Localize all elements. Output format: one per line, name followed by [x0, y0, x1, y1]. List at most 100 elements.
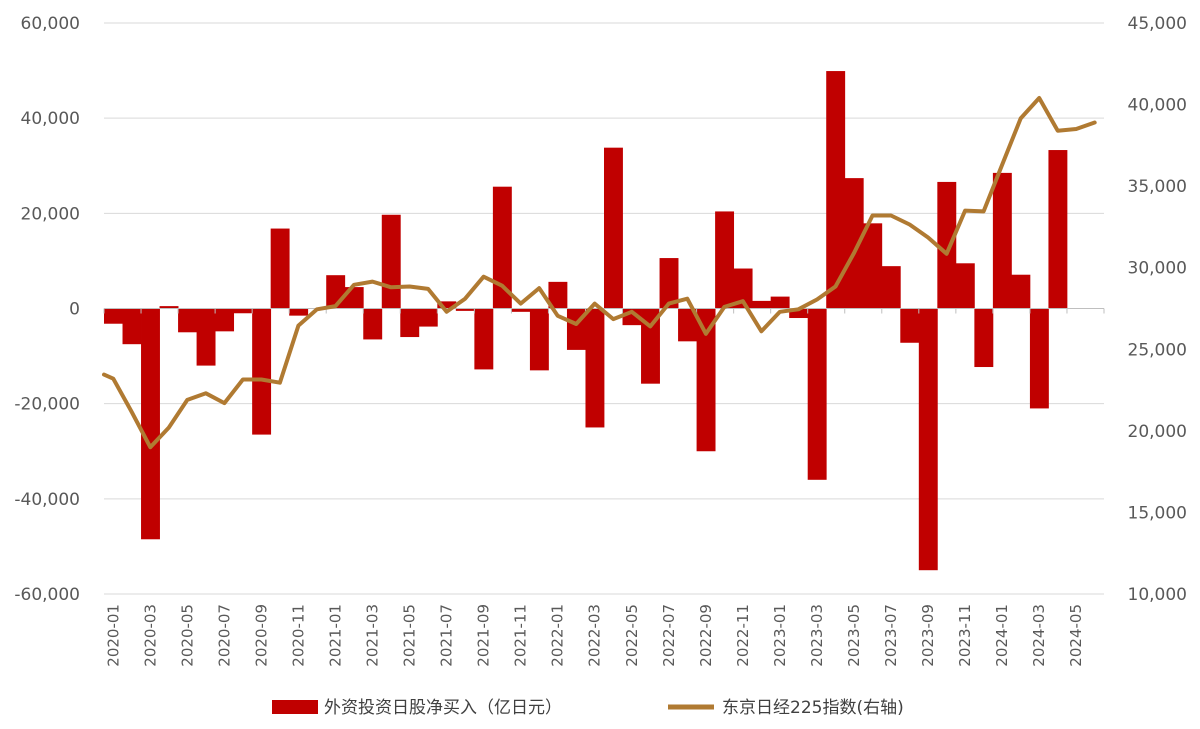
x-axis-ticks: 2020-01 2020-03 2020-05 2020-07 2020-09 2020-…	[104, 604, 1085, 667]
bar	[696, 308, 716, 452]
left-axis-tick-label: -20,000	[14, 395, 80, 415]
bar	[215, 308, 235, 332]
bar-series	[104, 71, 1068, 571]
bar	[733, 268, 753, 309]
right-axis-tick-label: 30,000	[1128, 259, 1187, 279]
x-axis-tick-label: 2020-07	[215, 604, 233, 667]
x-axis-tick-label: 2023-07	[882, 604, 900, 667]
bar	[900, 308, 920, 343]
bar	[918, 308, 938, 571]
bar	[270, 228, 290, 309]
bar	[159, 306, 179, 309]
x-axis-tick-label: 2021-05	[401, 604, 419, 667]
bar	[122, 308, 142, 345]
x-axis-tick-label: 2024-03	[1030, 604, 1048, 667]
bar	[196, 308, 216, 366]
left-axis-tick-label: 60,000	[21, 14, 80, 34]
x-axis-tick-label: 2024-05	[1067, 604, 1085, 667]
bar	[233, 308, 253, 314]
bar	[474, 308, 494, 370]
left-axis-tick-label: 0	[69, 300, 80, 320]
x-axis-tick-label: 2023-01	[771, 604, 789, 667]
right-axis-tick-label: 10,000	[1128, 585, 1187, 605]
right-axis-tick-label: 40,000	[1128, 96, 1187, 116]
bar	[863, 223, 883, 309]
bar	[715, 211, 735, 309]
right-axis-ticks: 45,000 40,000 35,000 30,000 25,000 20,000 15,0…	[1128, 14, 1187, 605]
x-axis-tick-label: 2020-05	[178, 604, 196, 667]
left-axis-tick-label: -60,000	[14, 585, 80, 605]
bar	[807, 308, 827, 480]
bar	[178, 308, 197, 333]
x-axis-tick-label: 2022-11	[734, 604, 752, 667]
bar	[141, 308, 160, 540]
legend: 外资投资日股净买入（亿日元） 东京日经225指数(右轴)	[272, 698, 904, 718]
x-axis-tick-label: 2021-03	[364, 604, 382, 667]
left-axis-tick-label: 40,000	[21, 109, 80, 129]
x-axis-tick-label: 2023-11	[956, 604, 974, 667]
bar	[1048, 150, 1068, 309]
x-axis-tick-label: 2022-07	[660, 604, 678, 667]
left-axis-ticks: 60,000 40,000 20,000 0 -20,000 -40,000 -60,000	[14, 14, 80, 605]
x-axis-tick-label: 2022-09	[697, 604, 715, 667]
bar	[1011, 274, 1031, 309]
bar	[104, 308, 123, 324]
right-axis-tick-label: 20,000	[1128, 422, 1187, 442]
x-axis-tick-label: 2024-01	[993, 604, 1011, 667]
bar	[770, 296, 790, 309]
bar	[363, 308, 383, 340]
right-axis-tick-label: 15,000	[1128, 503, 1187, 523]
bar	[289, 308, 309, 316]
x-axis-tick-label: 2021-07	[438, 604, 456, 667]
bar	[641, 308, 660, 384]
bar	[437, 301, 457, 309]
x-axis-tick-label: 2023-03	[808, 604, 826, 667]
right-axis-tick-label: 35,000	[1128, 177, 1187, 197]
x-axis-tick-label: 2022-01	[549, 604, 567, 667]
bar	[992, 172, 1012, 309]
right-axis-tick-label: 25,000	[1128, 340, 1187, 360]
bar	[418, 308, 438, 327]
x-axis-tick-label: 2022-03	[586, 604, 604, 667]
bar	[548, 281, 568, 309]
bar	[881, 266, 901, 309]
x-axis-tick-label: 2021-09	[475, 604, 493, 667]
bar	[492, 186, 512, 309]
bar	[752, 300, 772, 309]
bar	[511, 308, 531, 312]
bar	[844, 178, 864, 309]
x-axis-tick-label: 2020-03	[141, 604, 159, 667]
line-series	[102, 96, 1097, 450]
x-axis-tick-label: 2023-09	[919, 604, 937, 667]
x-axis-tick-label: 2023-05	[845, 604, 863, 667]
bar	[678, 308, 697, 342]
nikkei-line	[102, 96, 1097, 450]
bar	[955, 263, 975, 309]
bar	[659, 258, 679, 309]
legend-bar-label: 外资投资日股净买入（亿日元）	[324, 698, 562, 718]
bar	[585, 308, 605, 428]
bar	[789, 308, 809, 319]
x-axis-tick-label: 2021-11	[512, 604, 530, 667]
bar	[455, 308, 475, 311]
legend-bar-swatch	[272, 700, 318, 714]
right-axis-tick-label: 45,000	[1128, 14, 1187, 34]
bar	[400, 308, 420, 338]
bar	[937, 181, 957, 309]
bar	[529, 308, 549, 371]
x-axis-tick-label: 2022-05	[623, 604, 641, 667]
bar	[604, 147, 623, 309]
bar	[974, 308, 994, 368]
x-axis-tick-label: 2020-11	[289, 604, 307, 667]
zero-axis	[103, 308, 1105, 314]
bar	[1029, 308, 1049, 409]
left-axis-tick-label: -40,000	[14, 490, 80, 510]
x-axis-tick-label: 2020-01	[104, 604, 122, 667]
left-axis-tick-label: 20,000	[21, 204, 80, 224]
x-axis-tick-label: 2021-01	[326, 604, 344, 667]
bar	[252, 308, 272, 435]
bar	[826, 71, 846, 309]
legend-line-label: 东京日经225指数(右轴)	[722, 698, 904, 718]
bar	[381, 214, 401, 309]
